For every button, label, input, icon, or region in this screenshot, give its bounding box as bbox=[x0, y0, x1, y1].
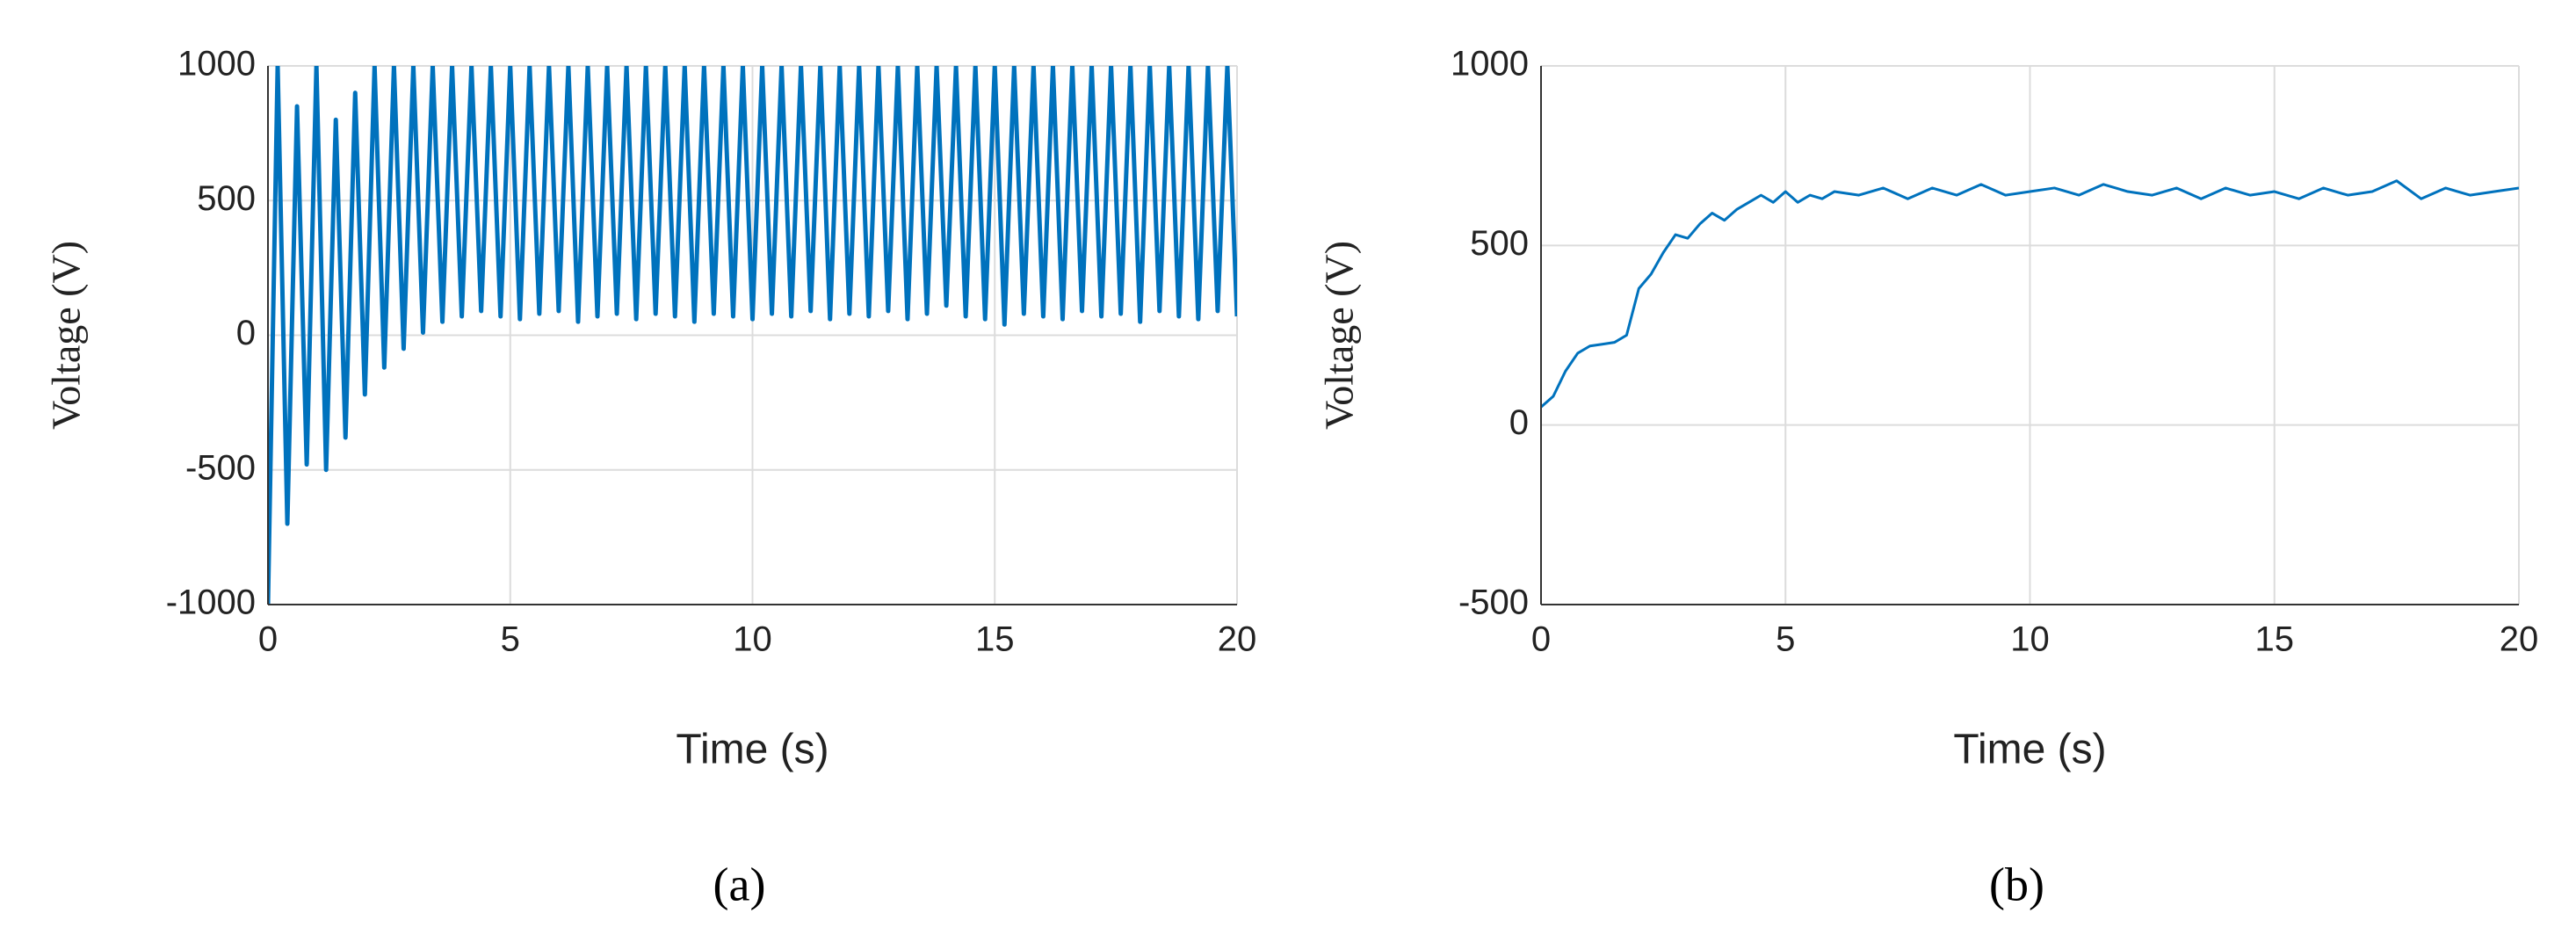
x-tick-label: 15 bbox=[2255, 620, 2295, 659]
y-tick-label: 0 bbox=[236, 314, 256, 352]
y-tick-label: 500 bbox=[197, 179, 256, 218]
x-tick-label: 0 bbox=[258, 620, 278, 659]
x-tick-label: 5 bbox=[1776, 620, 1795, 659]
x-tick-label: 5 bbox=[501, 620, 520, 659]
y-tick-label: 500 bbox=[1470, 224, 1529, 263]
x-tick-label: 10 bbox=[2010, 620, 2050, 659]
y-tick-label: -500 bbox=[1458, 583, 1529, 622]
x-tick-label: 0 bbox=[1531, 620, 1551, 659]
x-axis-label: Time (s) bbox=[676, 727, 829, 773]
x-tick-label: 10 bbox=[733, 620, 772, 659]
y-axis-label: Voltage (V) bbox=[1317, 241, 1362, 430]
caption: (b) bbox=[1989, 858, 2044, 910]
y-tick-label: 1000 bbox=[1451, 45, 1529, 83]
data-line bbox=[268, 66, 1237, 605]
x-tick-label: 15 bbox=[975, 620, 1015, 659]
x-axis-label: Time (s) bbox=[1953, 727, 2106, 773]
caption: (a) bbox=[713, 858, 766, 910]
x-tick-label: 20 bbox=[2500, 620, 2539, 659]
y-tick-label: 0 bbox=[1509, 403, 1529, 442]
data-line bbox=[1541, 179, 2519, 409]
y-tick-label: 1000 bbox=[177, 45, 256, 83]
y-tick-label: -500 bbox=[185, 448, 256, 487]
y-axis-label: Voltage (V) bbox=[44, 241, 89, 430]
y-tick-label: -1000 bbox=[166, 583, 256, 622]
x-tick-label: 20 bbox=[1218, 620, 1257, 659]
